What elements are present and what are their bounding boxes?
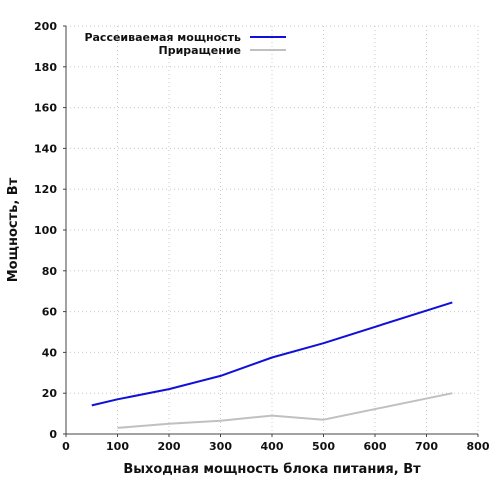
x-tick-label: 600 (364, 440, 387, 453)
x-tick-label: 800 (467, 440, 490, 453)
y-tick-label: 0 (49, 428, 57, 441)
x-tick-label: 700 (415, 440, 438, 453)
x-tick-label: 500 (312, 440, 335, 453)
x-tick-label: 100 (106, 440, 129, 453)
series-line-dissipated-power (91, 301, 453, 407)
series-lines (91, 301, 453, 429)
y-tick-label: 120 (34, 183, 57, 196)
series-line-increment (117, 392, 453, 429)
legend: Рассеиваемая мощность Приращение (84, 31, 286, 57)
y-axis-title: Мощность, Вт (6, 177, 21, 282)
x-tick-label: 300 (209, 440, 232, 453)
y-tick-label: 20 (42, 387, 58, 400)
y-tick-label: 40 (42, 346, 58, 359)
y-tick-label: 140 (34, 142, 57, 155)
x-axis-title: Выходная мощность блока питания, Вт (123, 462, 421, 477)
y-tick-label: 200 (34, 20, 57, 33)
legend-label-increment: Приращение (159, 44, 241, 57)
grid (66, 25, 479, 434)
y-tick-label: 160 (34, 102, 57, 115)
y-tick-label: 60 (42, 306, 58, 319)
x-tick-label: 200 (158, 440, 181, 453)
y-tick-label: 180 (34, 61, 57, 74)
y-tick-label: 80 (42, 265, 58, 278)
y-tick-label: 100 (34, 224, 57, 237)
legend-label-dissipated: Рассеиваемая мощность (84, 31, 241, 44)
tick-labels: 0 100 200 300 400 500 600 700 800 0 20 40 60 80 100 120… (34, 20, 490, 453)
x-tick-label: 400 (261, 440, 284, 453)
x-tick-label: 0 (62, 440, 70, 453)
